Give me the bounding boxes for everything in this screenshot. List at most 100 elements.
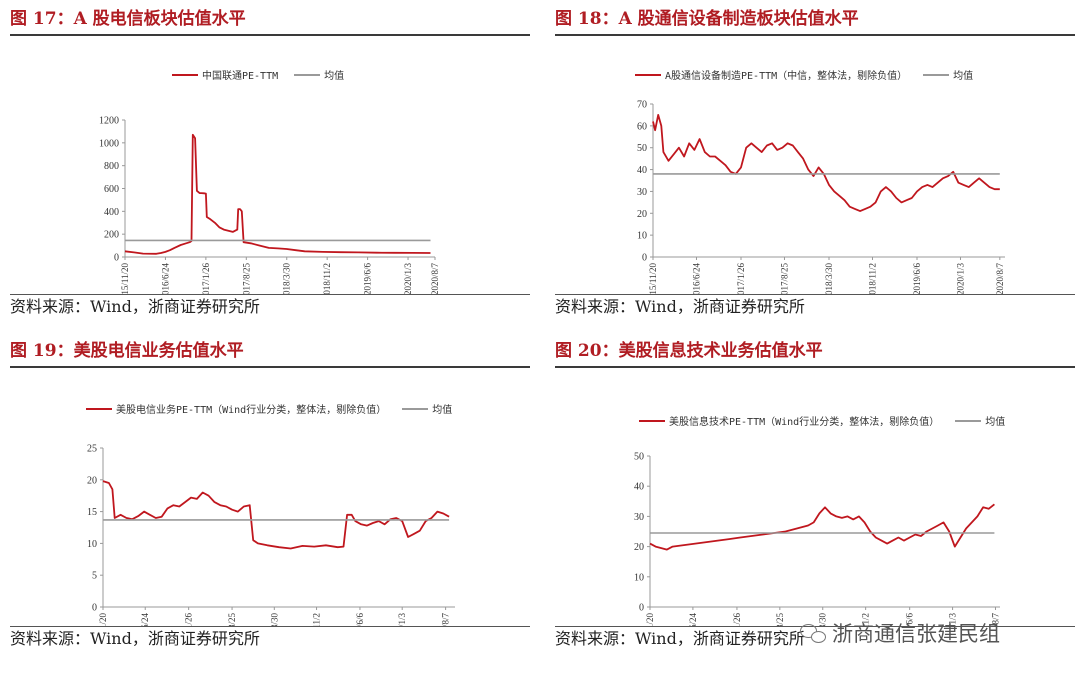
- x-tick-label: 2020/1/3: [948, 613, 958, 626]
- wechat-icon: [800, 623, 826, 643]
- legend: A股通信设备制造PE-TTM（中信，整体法，剔除负值） 均值: [635, 67, 973, 82]
- y-tick-label: 10: [87, 539, 97, 550]
- line-chart: 0 10 20 30 40 50 2015/11/20 2016/6/24 2017/1/26 2…: [634, 452, 1000, 627]
- x-tick-label: 2020/1/3: [397, 613, 407, 626]
- x-tick-label: 2018/3/30: [818, 613, 828, 626]
- y-tick-label: 30: [634, 512, 644, 523]
- figure-title: 图 20：美股信息技术业务估值水平: [555, 336, 1075, 368]
- chart-panel-18: 图 18：A 股通信设备制造板块估值水平 A股通信设备制造PE-TTM（中信，整…: [555, 4, 1075, 319]
- x-tick-label: 2018/3/30: [282, 263, 292, 294]
- x-tick-label: 2015/11/20: [98, 613, 108, 626]
- x-tick-label: 2017/1/26: [201, 263, 211, 294]
- legend-label-mean: 均值: [432, 405, 453, 416]
- y-tick-label: 40: [634, 482, 644, 493]
- x-tick-label: 2016/6/24: [691, 263, 701, 294]
- line-chart: 0 200 400 600 800 1000 1200 2015/11/20 2016/6/24…: [99, 116, 440, 295]
- chart-area: 美股信息技术PE-TTM（Wind行业分类，整体法，剔除负值） 均值 0 10 20…: [555, 368, 1075, 626]
- legend-swatch-mean: [402, 407, 429, 410]
- x-tick-label: 2019/6/6: [912, 263, 922, 294]
- x-tick-label: 2016/6/24: [140, 613, 150, 626]
- chart-panel-19: 图 19：美股电信业务估值水平 美股电信业务PE-TTM（Wind行业分类，整体…: [10, 336, 530, 651]
- y-tick-label: 0: [92, 603, 97, 614]
- source-note: 资料来源：Wind，浙商证券研究所: [10, 294, 530, 319]
- y-tick-label: 30: [637, 187, 647, 198]
- x-tick-label: 2015/11/20: [120, 263, 130, 294]
- x-tick-label: 2018/11/2: [322, 263, 332, 294]
- y-tick-label: 0: [642, 253, 647, 264]
- source-note: 资料来源：Wind，浙商证券研究所: [555, 294, 1075, 319]
- pe-ttm-line: [649, 503, 995, 551]
- legend-swatch-mean: [955, 419, 982, 422]
- x-tick-label: 2018/11/2: [312, 613, 322, 626]
- pe-ttm-line: [102, 480, 450, 550]
- x-tick-label: 2018/11/2: [861, 613, 871, 626]
- legend-label-value: 中国联通PE-TTM: [202, 71, 279, 82]
- x-tick-label: 2019/6/6: [905, 613, 915, 626]
- x-tick-label: 2017/8/25: [227, 613, 237, 626]
- legend-label-value: 美股信息技术PE-TTM（Wind行业分类，整体法，剔除负值）: [669, 417, 940, 428]
- y-tick-label: 1200: [99, 116, 119, 127]
- x-tick-label: 2017/1/26: [736, 263, 746, 294]
- x-tick-label: 2017/8/25: [775, 613, 785, 626]
- y-tick-label: 20: [637, 209, 647, 220]
- y-tick-label: 40: [637, 165, 647, 176]
- chart-area: A股通信设备制造PE-TTM（中信，整体法，剔除负值） 均值 0 10 20 30 40…: [555, 36, 1075, 294]
- y-tick-label: 60: [637, 121, 647, 132]
- legend-label-mean: 均值: [953, 71, 974, 82]
- x-tick-label: 2018/11/2: [867, 263, 877, 294]
- y-tick-label: 0: [114, 253, 119, 264]
- x-tick-label: 2020/1/3: [403, 263, 413, 294]
- y-tick-label: 50: [634, 452, 644, 463]
- x-tick-label: 2017/1/26: [732, 613, 742, 626]
- x-tick-label: 2017/8/25: [779, 263, 789, 294]
- pe-ttm-line: [652, 114, 1000, 212]
- legend-swatch-value: [172, 73, 198, 76]
- y-tick-label: 50: [637, 143, 647, 154]
- y-tick-label: 10: [637, 231, 647, 242]
- legend: 美股信息技术PE-TTM（Wind行业分类，整体法，剔除负值） 均值: [639, 413, 1005, 428]
- y-tick-label: 15: [87, 507, 97, 518]
- legend: 美股电信业务PE-TTM（Wind行业分类，整体法，剔除负值） 均值: [86, 401, 452, 416]
- y-tick-label: 5: [92, 571, 97, 582]
- legend-label-value: 美股电信业务PE-TTM（Wind行业分类，整体法，剔除负值）: [116, 405, 387, 416]
- y-tick-label: 600: [104, 184, 119, 195]
- legend-swatch-value: [639, 419, 665, 422]
- legend-swatch-value: [86, 407, 112, 410]
- x-tick-label: 2020/8/7: [441, 613, 451, 626]
- figure-title: 图 19：美股电信业务估值水平: [10, 336, 530, 368]
- line-chart: 0 5 10 15 20 25 2015/11/20 2016/6/24 2017/1/26 20…: [87, 444, 455, 626]
- x-tick-label: 2015/11/20: [648, 263, 658, 294]
- y-tick-label: 0: [639, 603, 644, 614]
- y-tick-label: 400: [104, 207, 119, 218]
- watermark: 浙商通信张建民组: [800, 618, 1000, 648]
- y-tick-label: 70: [637, 100, 647, 111]
- source-note: 资料来源：Wind，浙商证券研究所: [10, 626, 530, 651]
- x-tick-label: 2020/8/7: [430, 263, 440, 294]
- watermark-text: 浙商通信张建民组: [832, 622, 1000, 646]
- x-tick-label: 2017/8/25: [241, 263, 251, 294]
- chart-area: 中国联通PE-TTM 均值 0 200 400 600 800 1000 1200 2015/…: [10, 36, 530, 294]
- x-tick-label: 2020/1/3: [955, 263, 965, 294]
- y-tick-label: 20: [634, 542, 644, 553]
- y-tick-label: 20: [87, 475, 97, 486]
- x-tick-label: 2018/3/30: [269, 613, 279, 626]
- x-tick-label: 2017/1/26: [184, 613, 194, 626]
- legend-swatch-mean: [923, 73, 950, 76]
- y-tick-label: 1000: [99, 138, 119, 149]
- legend-swatch-mean: [294, 73, 321, 76]
- chart-area: 美股电信业务PE-TTM（Wind行业分类，整体法，剔除负值） 均值 0 5 10 1…: [10, 368, 530, 626]
- x-tick-label: 2020/8/7: [990, 613, 1000, 626]
- chart-panel-17: 图 17：A 股电信板块估值水平 中国联通PE-TTM 均值 0 200 400 60…: [10, 4, 530, 319]
- pe-ttm-line: [124, 133, 431, 255]
- x-tick-label: 2020/8/7: [995, 263, 1005, 294]
- legend-swatch-value: [635, 73, 661, 76]
- legend-label-mean: 均值: [324, 71, 345, 82]
- y-tick-label: 800: [104, 161, 119, 172]
- legend: 中国联通PE-TTM 均值: [172, 67, 344, 82]
- x-tick-label: 2015/11/20: [645, 613, 655, 626]
- y-tick-label: 25: [87, 444, 97, 455]
- x-tick-label: 2016/6/24: [160, 263, 170, 294]
- y-tick-label: 200: [104, 230, 119, 241]
- legend-label-value: A股通信设备制造PE-TTM（中信，整体法，剔除负值）: [665, 71, 908, 82]
- chart-panel-20: 图 20：美股信息技术业务估值水平 美股信息技术PE-TTM（Wind行业分类，…: [555, 336, 1075, 651]
